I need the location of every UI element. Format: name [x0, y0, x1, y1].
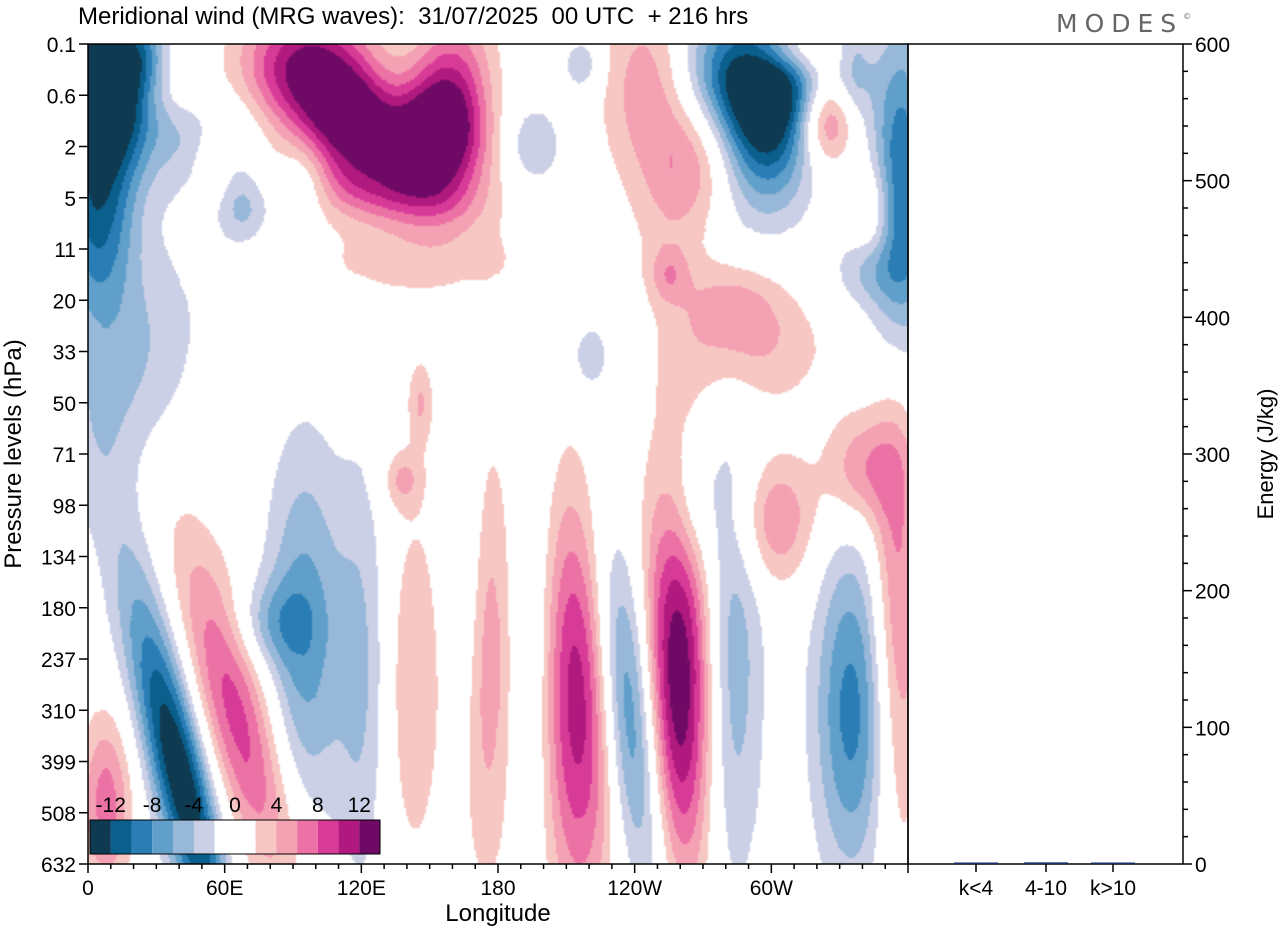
y-tick-label: 399: [41, 752, 76, 775]
x-tick-label: 60W: [750, 877, 793, 900]
energy-axis-label: Energy (J/kg): [1253, 389, 1278, 520]
energy-tick-label: 400: [1195, 307, 1230, 330]
y-tick-label: 632: [41, 854, 76, 877]
y-tick-label: 11: [54, 239, 76, 262]
energy-axis: 0 100 200 300 400 500 600: [1183, 34, 1230, 877]
brand-name: MODES: [1056, 9, 1184, 38]
colorbar-label: 0: [229, 794, 241, 817]
chart-title: Meridional wind (MRG waves): 31/07/2025 …: [78, 3, 748, 30]
y-tick-label: 180: [41, 598, 76, 621]
y-tick-label: 2: [64, 137, 76, 160]
colorbar-label: 8: [312, 794, 324, 817]
energy-tick-label: 200: [1195, 581, 1230, 604]
y-tick-label: 237: [41, 649, 76, 672]
energy-bars: [954, 862, 1135, 864]
wind-field-heatmap: [88, 44, 908, 864]
colorbar-swatch: [276, 820, 298, 854]
y-axis-label: Pressure levels (hPa): [0, 339, 27, 568]
x-axis-label: Longitude: [445, 900, 550, 927]
colorbar-swatch: [90, 820, 111, 854]
brand-logo: MODES©: [1056, 9, 1191, 38]
colorbar-swatch: [297, 820, 318, 854]
energy-tick-label: 300: [1195, 444, 1230, 467]
y-tick-label: 0.1: [47, 34, 76, 57]
x-tick-label: 180: [480, 877, 515, 900]
colorbar-swatch: [193, 820, 215, 854]
energy-panel-frame: [907, 43, 1184, 865]
y-tick-label: 71: [53, 444, 76, 467]
x-tick-label: 120W: [607, 877, 662, 900]
pressure-axis: 0.1 0.6 2 5 11 20 33 50 71 98 134 180 237 310 399 508 63…: [41, 34, 88, 877]
energy-tick-label: 600: [1195, 34, 1230, 57]
colorbar-swatch: [172, 820, 194, 854]
y-tick-label: 0.6: [47, 85, 76, 108]
colorbar: -12 -8 -4 0 4 8 12: [89, 794, 381, 855]
y-tick-label: 50: [53, 393, 76, 416]
x-tick-label: 0: [82, 877, 94, 900]
colorbar-label: 4: [271, 794, 283, 817]
energy-bar: [1024, 862, 1068, 864]
colorbar-label: -4: [184, 794, 203, 817]
y-tick-label: 5: [64, 188, 76, 211]
colorbar-swatch: [131, 820, 153, 854]
energy-cat-label: k>10: [1090, 877, 1136, 900]
colorbar-swatch: [255, 820, 277, 854]
energy-cat-label: 4-10: [1025, 877, 1067, 900]
energy-tick-label: 500: [1195, 171, 1230, 194]
energy-bar: [1091, 862, 1135, 864]
y-tick-label: 310: [41, 700, 76, 723]
energy-tick-label: 0: [1195, 854, 1207, 877]
colorbar-swatch: [110, 820, 132, 854]
colorbar-swatch: [152, 820, 173, 854]
colorbar-label: 12: [348, 794, 371, 817]
energy-categories: k<4 4-10 k>10: [959, 864, 1136, 900]
colorbar-frame: [89, 819, 381, 855]
energy-tick-label: 100: [1195, 717, 1230, 740]
brand-mark: ©: [1183, 11, 1192, 21]
y-tick-label: 20: [53, 290, 76, 313]
colorbar-swatch: [317, 820, 339, 854]
energy-bar: [954, 862, 998, 864]
x-tick-label: 60E: [206, 877, 243, 900]
x-tick-label: 120E: [337, 877, 386, 900]
energy-cat-label: k<4: [959, 877, 994, 900]
colorbar-swatch: [359, 820, 380, 854]
y-tick-label: 33: [53, 342, 76, 365]
y-tick-label: 98: [53, 495, 76, 518]
colorbar-label: -8: [143, 794, 162, 817]
y-tick-label: 134: [41, 547, 76, 570]
longitude-axis: 0 60E 120E 180 120W 60W: [82, 864, 909, 900]
colorbar-swatch: [214, 820, 256, 854]
colorbar-label: -12: [96, 794, 126, 817]
y-tick-label: 508: [41, 803, 76, 826]
colorbar-swatch: [338, 820, 360, 854]
